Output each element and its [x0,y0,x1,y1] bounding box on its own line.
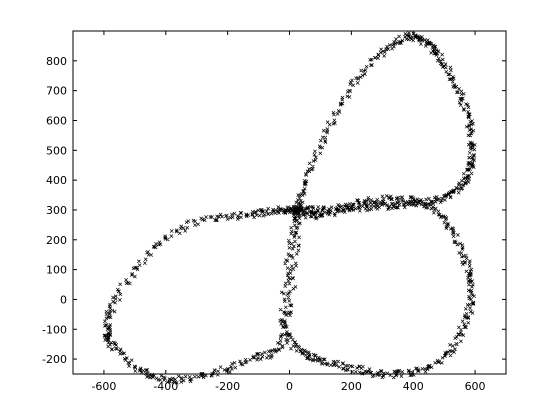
scatter-markers [278,194,476,380]
y-tick-label: 200 [46,234,67,247]
y-tick-label: 400 [46,174,67,187]
x-tick-label: -400 [153,380,178,393]
series-2 [102,204,303,385]
scatter-markers [102,204,303,385]
y-tick-label: 700 [46,85,67,98]
x-tick-label: 600 [465,380,486,393]
y-tick-label: 600 [46,114,67,127]
plot-area [102,31,477,385]
y-tick-label: 500 [46,144,67,157]
x-axis: -600 -400 -200 0 200 400 600 [91,31,486,393]
x-tick-label: 200 [341,380,362,393]
series-1 [293,31,477,216]
x-tick-label: 400 [403,380,424,393]
y-tick-label: 100 [46,264,67,277]
y-tick-label: -200 [42,353,67,366]
y-axis: -200 -100 0 100 200 300 400 500 600 700 800 [42,55,506,366]
y-tick-label: 0 [60,293,67,306]
y-tick-label: 800 [46,55,67,68]
x-tick-label: 0 [286,380,293,393]
y-tick-label: 300 [46,204,67,217]
x-tick-label: -200 [215,380,240,393]
x-tick-label: -600 [91,380,116,393]
scatter-markers [293,31,477,216]
y-tick-label: -100 [42,323,67,336]
series-3 [278,194,476,380]
